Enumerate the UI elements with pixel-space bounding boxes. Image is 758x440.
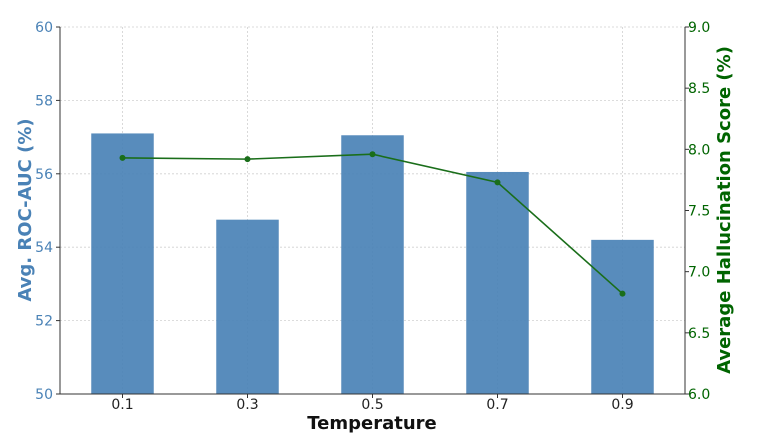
line-point-0.5 (369, 151, 376, 158)
axes (56, 26, 689, 398)
bar-0.7 (466, 171, 529, 394)
line-point-0.3 (244, 156, 251, 163)
left-tick-label: 56 (35, 167, 53, 183)
tick-labels: 50 52 54 56 58 60 6.0 6.5 7.0 7.5 8.0 8.5 9.0 0.1 0.3 0… (35, 20, 710, 413)
line-point-0.1 (119, 154, 126, 161)
line-point-0.7 (494, 179, 501, 186)
right-tick-label: 7.0 (688, 265, 710, 281)
right-tick-label: 8.0 (688, 142, 710, 158)
right-tick-label: 6.0 (688, 387, 710, 403)
bar-0.1 (91, 133, 154, 394)
x-tick-label: 0.9 (611, 397, 633, 413)
x-tick-label: 0.7 (486, 397, 508, 413)
x-tick-label: 0.1 (111, 397, 133, 413)
left-tick-label: 50 (35, 387, 53, 403)
right-tick-label: 9.0 (688, 20, 710, 36)
line-point-0.9 (619, 290, 626, 297)
x-tick-label: 0.3 (236, 397, 258, 413)
left-tick-label: 54 (35, 240, 53, 256)
bar-0.5 (341, 135, 404, 394)
left-tick-label: 52 (35, 314, 53, 330)
bar-0.3 (216, 219, 279, 394)
left-tick-label: 60 (35, 20, 53, 36)
right-y-axis-label: Average Hallucination Score (%) (714, 46, 735, 374)
left-y-axis-label: Avg. ROC-AUC (%) (15, 118, 36, 301)
right-tick-label: 6.5 (688, 326, 710, 342)
x-tick-label: 0.5 (361, 397, 383, 413)
bar-0.9 (591, 239, 654, 394)
x-axis-label: Temperature (307, 413, 436, 434)
left-tick-label: 58 (35, 93, 53, 109)
right-tick-label: 8.5 (688, 81, 710, 97)
right-tick-label: 7.5 (688, 204, 710, 220)
bar-series (91, 133, 654, 394)
line-series (119, 151, 626, 297)
